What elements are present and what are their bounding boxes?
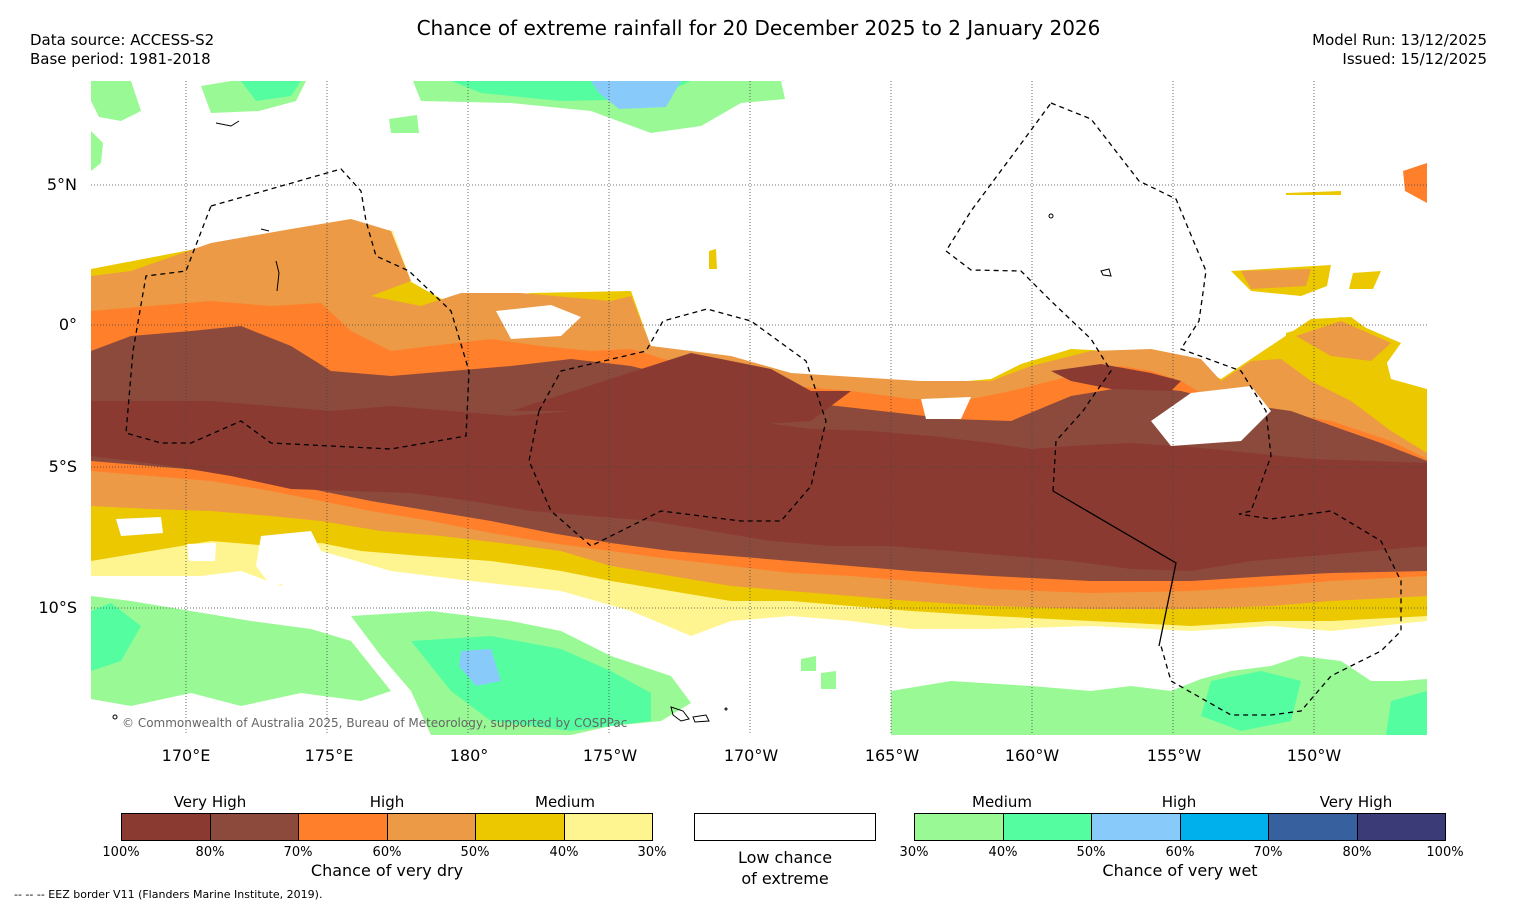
wet-tick-40: 40% [988, 845, 1018, 860]
neutral-label-line1: Low chance [737, 848, 833, 867]
dry-tick-60: 60% [372, 845, 402, 860]
eez-note: -- -- -- EEZ border V11 (Flanders Marine… [14, 888, 323, 901]
eastern-dry-patches [1231, 163, 1427, 371]
lon-label-160w: 160°W [1004, 746, 1060, 765]
lat-label-10s: 10°S [38, 598, 77, 617]
copyright-notice: © Commonwealth of Australia 2025, Bureau… [122, 716, 628, 730]
dry-category-medium: Medium [535, 793, 595, 811]
lon-label-170w: 170°W [723, 746, 779, 765]
dry-swatch-40-30 [564, 814, 652, 840]
neutral-swatch [694, 813, 876, 841]
eez-solid-border [1052, 490, 1177, 647]
neutral-label-line2: of extreme [741, 869, 829, 888]
dry-category-high: High [369, 793, 405, 811]
wet-tick-30: 30% [899, 845, 929, 860]
rainfall-map[interactable] [91, 81, 1427, 735]
model-run: Model Run: 13/12/2025 [1312, 31, 1487, 49]
dry-tick-70: 70% [283, 845, 313, 860]
dry-tick-100: 100% [102, 845, 140, 860]
dry-tick-30: 30% [637, 845, 667, 860]
dry-tick-50: 50% [460, 845, 490, 860]
wet-category-high: High [1161, 793, 1197, 811]
map-title: Chance of extreme rainfall for 20 Decemb… [416, 16, 1101, 40]
dry-legend-title: Chance of very dry [310, 861, 464, 880]
lon-label-170e: 170°E [161, 746, 211, 765]
wet-tick-80: 80% [1342, 845, 1372, 860]
wet-swatch-30-40 [915, 814, 1004, 840]
wet-swatch-60-70 [1180, 814, 1269, 840]
islands [112, 120, 1112, 723]
lon-label-155w: 155°W [1146, 746, 1202, 765]
wet-tick-100: 100% [1426, 845, 1464, 860]
wet-swatch-40-50 [1003, 814, 1092, 840]
wet-tick-60: 60% [1165, 845, 1195, 860]
southern-wet-patches [91, 596, 1427, 735]
lon-label-175e: 175°E [304, 746, 354, 765]
northern-wet-patches [91, 81, 785, 171]
issued-date: Issued: 15/12/2025 [1342, 50, 1487, 68]
wet-tick-50: 50% [1076, 845, 1106, 860]
wet-swatch-50-60 [1092, 814, 1181, 840]
graticule [91, 81, 1427, 735]
lon-label-180: 180° [449, 746, 489, 765]
dry-swatch-100-80 [122, 814, 211, 840]
wet-category-medium: Medium [972, 793, 1032, 811]
data-source: Data source: ACCESS-S2 [30, 31, 215, 49]
dry-swatch-70-60 [299, 814, 388, 840]
wet-legend-title: Chance of very wet [1102, 861, 1258, 880]
wet-swatch-70-80 [1269, 814, 1358, 840]
lon-label-165w: 165°W [864, 746, 920, 765]
wet-swatch-80-100 [1357, 814, 1445, 840]
dry-swatch-80-70 [210, 814, 299, 840]
wet-category-very-high: Very High [1319, 793, 1393, 811]
dry-tick-80: 80% [195, 845, 225, 860]
lon-label-150w: 150°W [1286, 746, 1342, 765]
lat-label-0: 0° [58, 315, 77, 334]
eez-borders [125, 102, 1402, 716]
dry-swatch-50-40 [476, 814, 565, 840]
dry-category-very-high: Very High [173, 793, 247, 811]
lat-label-5n: 5°N [46, 175, 77, 194]
base-period: Base period: 1981-2018 [30, 50, 211, 68]
dry-swatch-60-50 [387, 814, 476, 840]
dry-colorbar [121, 813, 653, 841]
dry-band-gaps [116, 249, 1271, 586]
wet-tick-70: 70% [1253, 845, 1283, 860]
wet-colorbar [914, 813, 1446, 841]
dry-tick-40: 40% [549, 845, 579, 860]
lon-label-175w: 175°W [582, 746, 638, 765]
lat-label-5s: 5°S [48, 457, 77, 476]
